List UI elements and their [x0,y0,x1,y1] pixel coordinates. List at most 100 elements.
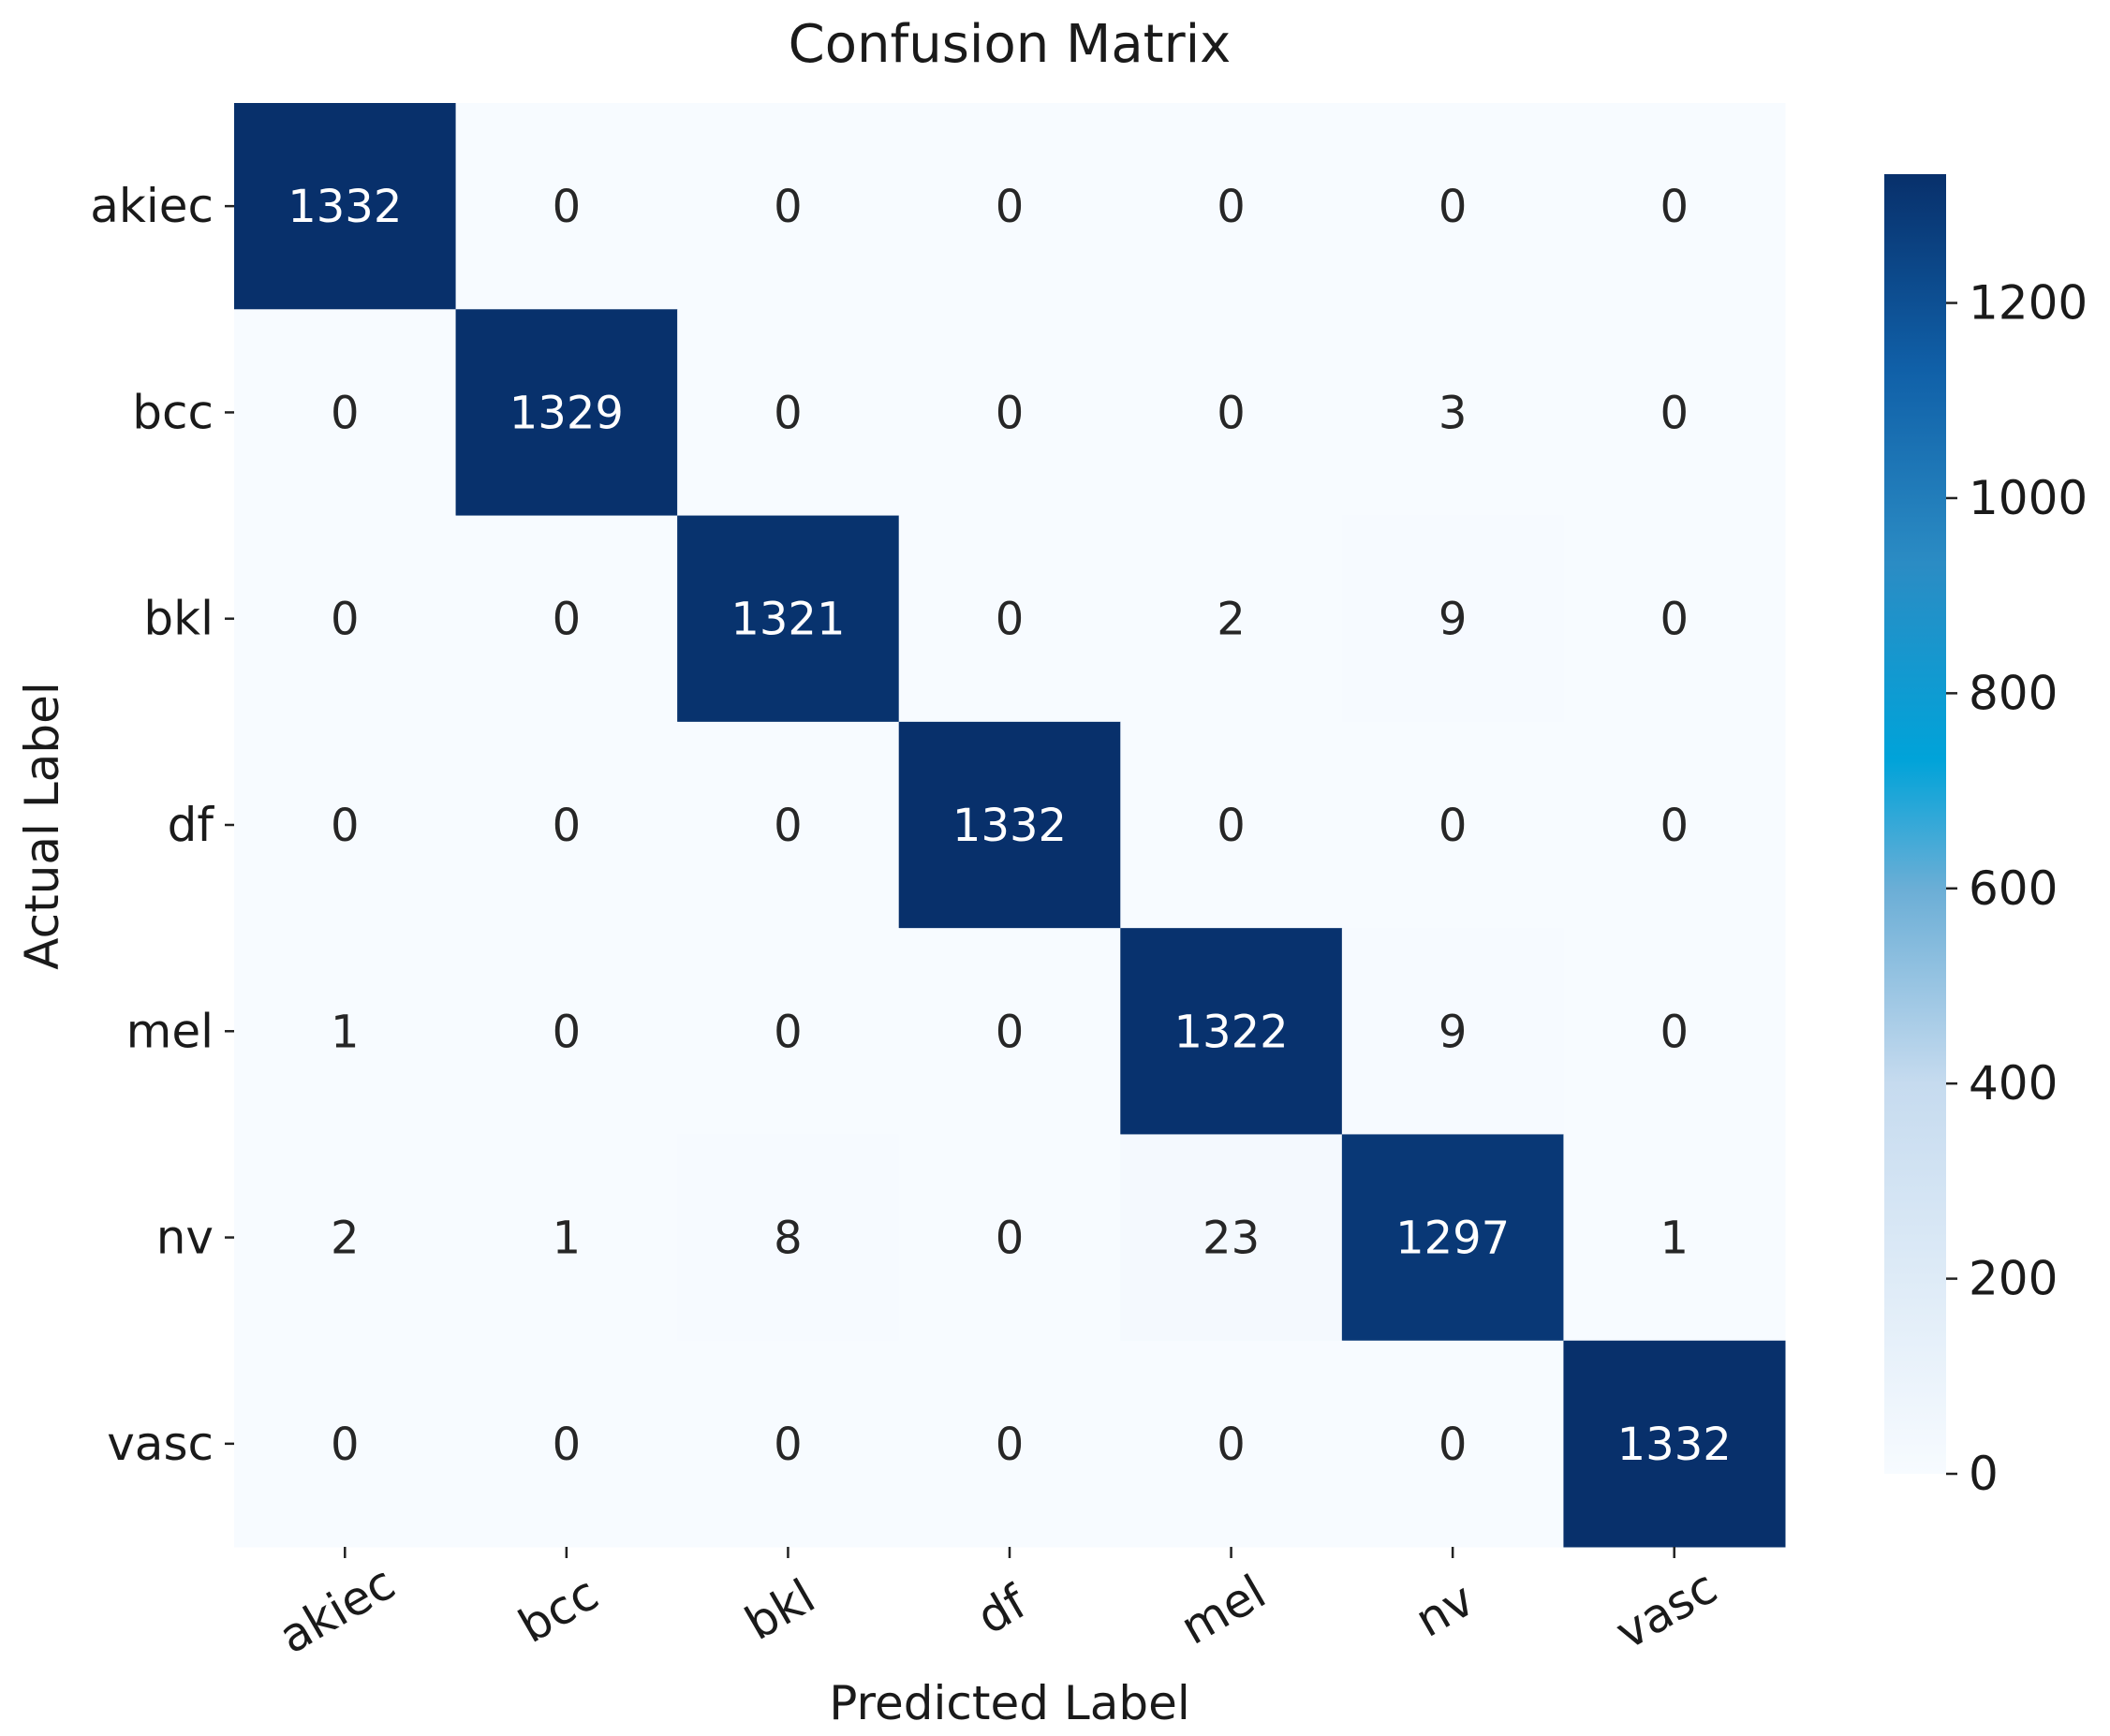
cell-value-label: 1321 [730,594,845,646]
heatmap-cell [455,928,678,1135]
cell-value-label: 0 [1439,1419,1468,1471]
cell-value-label: 0 [553,594,582,646]
heatmap-cell [1341,928,1564,1135]
cell-value-label: 2 [1217,594,1246,646]
y-tick-label: df [168,798,215,852]
heatmap-cell [455,103,678,310]
heatmap-cell [1120,1340,1343,1548]
x-tick-label: bcc [509,1566,607,1654]
heatmap-cell [234,515,457,723]
heatmap-cell [1120,515,1343,723]
heatmap-cell [898,309,1121,517]
heatmap-cell [1563,309,1786,517]
heatmap-cell [1563,103,1786,310]
heatmap-cell [898,721,1121,929]
x-axis: akiec bcc bkl df mel nv vasc [270,1547,1726,1664]
heatmap-cell [455,309,678,517]
heatmap-cell [455,515,678,723]
cell-value-label: 0 [553,1006,582,1058]
cell-value-label: 2 [331,1213,360,1265]
cell-value-label: 1332 [288,181,402,233]
cell-value-label: 9 [1439,1006,1468,1058]
x-tick-label: df [968,1574,1037,1645]
cell-value-label: 0 [774,1006,803,1058]
cell-value-label: 8 [774,1213,803,1265]
cell-value-label: 0 [1660,181,1689,233]
heatmap-cell [1120,721,1343,929]
cell-value-label: 0 [1217,1419,1246,1471]
x-axis-label: Predicted Label [829,1676,1190,1730]
heatmap-cell [677,309,900,517]
heatmap-cell [1341,721,1564,929]
x-tick-label: bkl [736,1569,824,1652]
cell-value-label: 0 [774,800,803,852]
y-axis-label: Actual Label [15,682,69,969]
heatmap-cell [677,721,900,929]
cell-value-label: 0 [1660,387,1689,439]
cell-value-label: 0 [996,594,1025,646]
heatmap-cell [234,928,457,1135]
x-tick-label: akiec [270,1555,404,1664]
heatmap-cell [898,928,1121,1135]
x-tick-label: nv [1407,1572,1483,1648]
cell-value-label: 0 [1217,181,1246,233]
y-axis: akiec bcc bkl df mel nv vasc [90,179,234,1471]
heatmap-cell [898,103,1121,310]
chart-title: Confusion Matrix [789,14,1232,75]
cell-value-label: 0 [1217,387,1246,439]
heatmap-cell [1120,309,1343,517]
cell-value-label: 1332 [1617,1419,1732,1471]
colorbar-tick-label: 1200 [1969,276,2088,331]
heatmap-cell [1120,928,1343,1135]
cell-value-label: 0 [1217,800,1246,852]
heatmap-cell [1120,103,1343,310]
heatmap-cell [677,103,900,310]
colorbar-tick-label: 200 [1969,1252,2058,1306]
cell-value-label: 0 [1660,1006,1689,1058]
heatmap-cell [455,1340,678,1548]
cell-value-label: 0 [1439,181,1468,233]
cell-value-label: 1 [331,1006,360,1058]
heatmap-cell [1563,515,1786,723]
heatmap-cell [677,928,900,1135]
heatmap-cell [1341,309,1564,517]
cell-value-label: 0 [1439,800,1468,852]
cell-value-label: 0 [553,1419,582,1471]
heatmap-cell [677,515,900,723]
heatmap-cell [1341,1340,1564,1548]
heatmap-plot-area: 1332 0 0 0 0 0 0 0 1329 0 0 0 3 0 0 0 1321 0 2 9 0 0 0 0 1332 0 0 0… [234,103,1786,1548]
cell-value-label: 1297 [1395,1213,1510,1265]
heatmap-cell [455,721,678,929]
cell-value-label: 0 [1660,800,1689,852]
heatmap-cell [898,1134,1121,1342]
x-tick-label: vasc [1606,1560,1726,1660]
cell-value-label: 3 [1439,387,1468,439]
heatmap-cell [455,1134,678,1342]
cell-value-label: 1332 [952,800,1067,852]
heatmap-cell [234,1340,457,1548]
cell-value-label: 1322 [1173,1006,1288,1058]
heatmap-cell [234,103,457,310]
colorbar [1884,174,1946,1474]
cell-value-label: 0 [996,1006,1025,1058]
heatmap-cell [898,1340,1121,1548]
cell-value-label: 0 [996,181,1025,233]
cell-value-label: 0 [774,1419,803,1471]
cell-value-label: 0 [996,1419,1025,1471]
cell-value-label: 0 [774,181,803,233]
heatmap-cell [1563,928,1786,1135]
heatmap-cell [1341,103,1564,310]
heatmap-cell [677,1340,900,1548]
cell-value-label: 1 [1660,1213,1689,1265]
cell-value-label: 23 [1203,1213,1260,1265]
heatmap-cell [677,1134,900,1342]
heatmap-cell [898,515,1121,723]
colorbar-tick-label: 600 [1969,861,2058,916]
cell-value-label: 0 [331,1419,360,1471]
y-tick-label: akiec [90,179,214,233]
y-tick-label: bkl [143,592,214,646]
cell-value-label: 1 [553,1213,582,1265]
x-tick-label: mel [1172,1565,1275,1655]
cell-value-label: 0 [996,387,1025,439]
cell-value-label: 0 [774,387,803,439]
